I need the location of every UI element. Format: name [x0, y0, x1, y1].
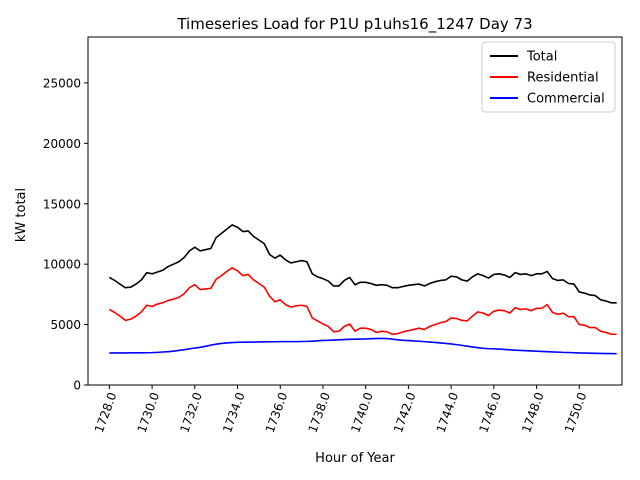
legend-box [481, 41, 616, 113]
y-tick-label: 15000 [43, 197, 81, 211]
y-tick-label: 10000 [43, 258, 81, 272]
series-line-total [108, 224, 617, 304]
x-tick-label: 1736.0 [263, 390, 291, 434]
x-tick-label: 1730.0 [135, 390, 163, 434]
y-tick-label: 0 [73, 379, 81, 393]
x-tick-label: 1744.0 [434, 390, 462, 434]
x-tick-label: 1734.0 [220, 390, 248, 434]
x-axis-label: Hour of Year [315, 451, 395, 466]
legend: Total Residential Commercial [481, 41, 616, 113]
series-layer [108, 224, 617, 355]
legend-label-total: Total [526, 50, 557, 65]
ticks-layer: 1728.0 1730.0 1732.0 1734.0 1736.0 1738.0 1740… [43, 76, 590, 434]
x-tick-label: 1742.0 [391, 390, 419, 434]
y-tick-label: 25000 [43, 76, 81, 90]
y-tick-label: 20000 [43, 137, 81, 151]
x-tick-label: 1732.0 [177, 390, 205, 434]
axes-layer [87, 36, 623, 386]
series-line-residential [108, 266, 617, 336]
legend-label-commercial: Commercial [527, 92, 605, 107]
x-tick-label: 1728.0 [92, 390, 120, 434]
x-tick-label: 1740.0 [348, 390, 376, 434]
x-tick-label: 1738.0 [306, 390, 334, 434]
x-tick-label: 1746.0 [476, 390, 504, 434]
plot-frame [87, 36, 623, 386]
x-tick-label: 1748.0 [519, 390, 547, 434]
x-tick-label: 1750.0 [562, 390, 590, 434]
y-axis-label: kW total [14, 188, 29, 242]
series-line-commercial [109, 337, 617, 355]
y-tick-label: 5000 [50, 318, 81, 332]
legend-label-residential: Residential [527, 71, 599, 86]
chart-title: Timeseries Load for P1U p1uhs16_1247 Day… [176, 15, 532, 34]
